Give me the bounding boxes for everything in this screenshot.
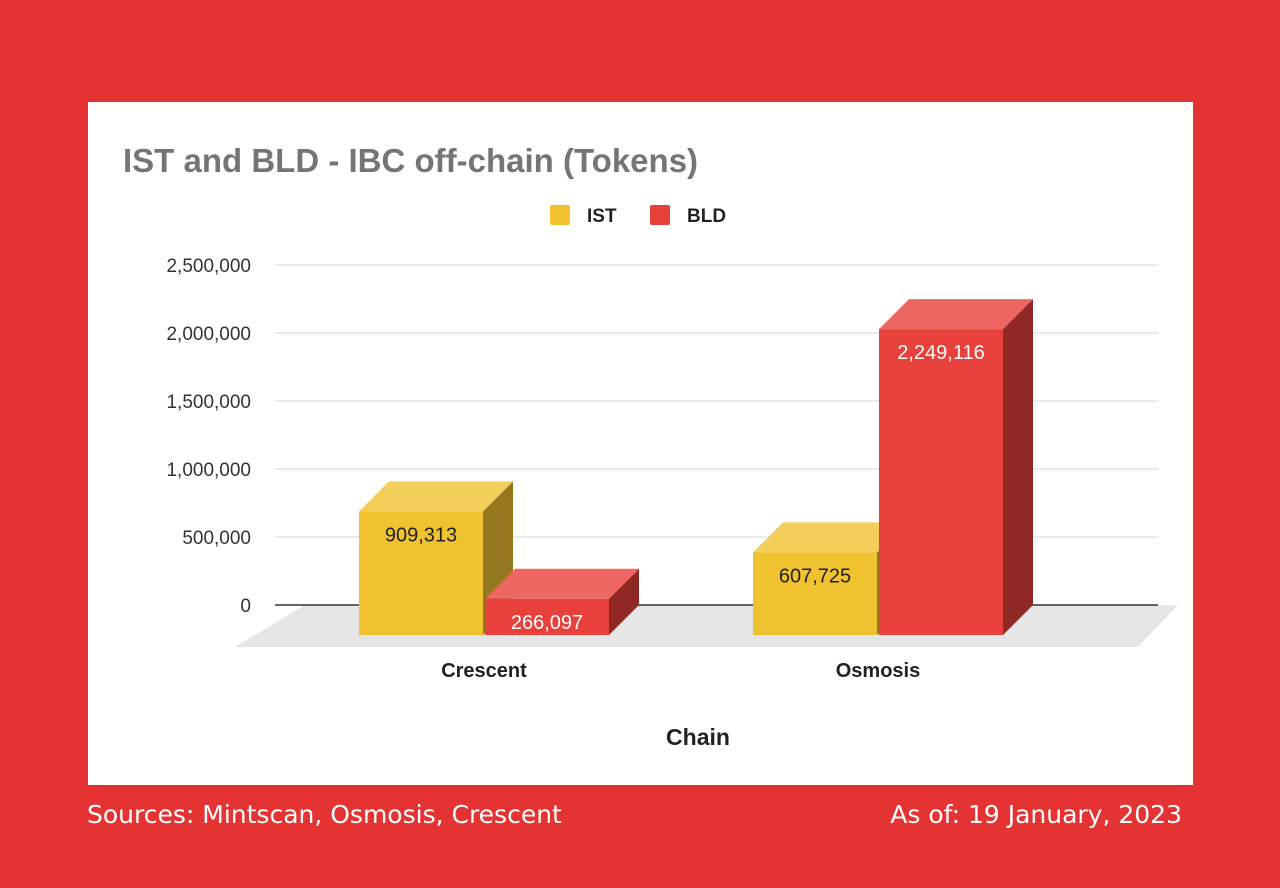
x-tick-label: Osmosis	[836, 660, 920, 682]
legend-swatch-ist	[550, 205, 570, 225]
chart-title: IST and BLD - IBC off-chain (Tokens)	[123, 142, 698, 179]
x-axis-label: Chain	[666, 724, 730, 750]
y-tick-label: 1,500,000	[166, 392, 251, 413]
bar-top-bld-crescent	[485, 568, 639, 599]
data-label-bld-osmosis: 2,249,116	[897, 342, 985, 364]
bar-top-ist-crescent	[359, 481, 513, 512]
data-label-ist-crescent: 909,313	[385, 524, 457, 546]
data-label-ist-osmosis: 607,725	[779, 565, 851, 587]
y-tick-label: 1,000,000	[166, 460, 251, 481]
y-tick-label: 0	[240, 596, 251, 617]
bar-top-ist-osmosis	[753, 522, 907, 553]
chart-card: IST and BLD - IBC off-chain (Tokens) IST B…	[88, 102, 1193, 785]
bar-bld-crescent	[485, 598, 609, 635]
bar-ist-osmosis	[753, 552, 877, 635]
bar-bld-osmosis	[879, 329, 1003, 635]
bar-top-bld-osmosis	[879, 299, 1033, 330]
bar-ist-crescent	[359, 511, 483, 635]
y-tick-label: 500,000	[182, 528, 251, 549]
bar-side-bld-osmosis	[1003, 299, 1033, 635]
bar-side-bld-crescent	[609, 568, 639, 635]
data-label-bld-crescent: 266,097	[511, 612, 583, 634]
y-tick-label: 2,500,000	[166, 256, 251, 277]
y-tick-label: 2,000,000	[166, 324, 251, 345]
bar-chart: IST and BLD - IBC off-chain (Tokens) IST B…	[123, 142, 1178, 750]
legend-label-ist: IST	[587, 206, 617, 227]
sources-note: Sources: Mintscan, Osmosis, Crescent	[87, 800, 562, 829]
x-tick-label: Crescent	[441, 660, 527, 682]
legend-swatch-bld	[650, 205, 670, 225]
legend-label-bld: BLD	[687, 206, 726, 227]
as-of-date: As of: 19 January, 2023	[890, 800, 1182, 829]
